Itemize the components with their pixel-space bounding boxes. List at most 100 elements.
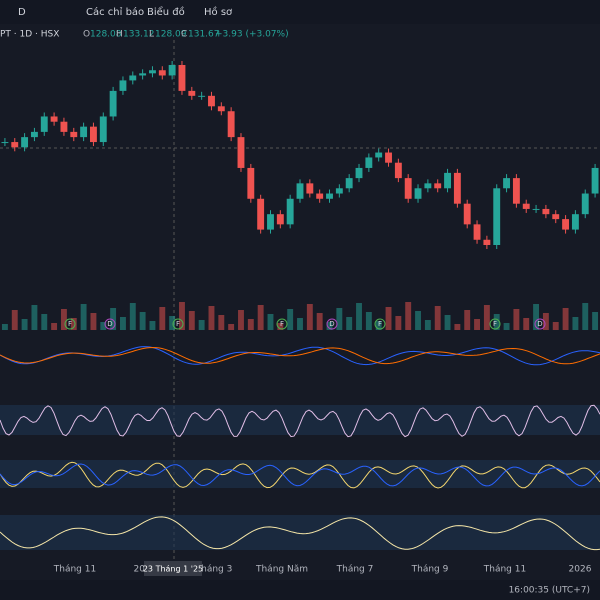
crosshair-label: 23 Tháng 1 '25 <box>143 565 203 574</box>
candle <box>267 214 274 230</box>
volume <box>316 313 323 330</box>
candle <box>424 183 432 189</box>
candle <box>434 183 442 189</box>
high: 133.12 <box>123 30 155 40</box>
candle <box>522 203 530 209</box>
volume <box>503 323 510 330</box>
volume <box>159 307 166 330</box>
volume <box>483 305 490 330</box>
change: +3.93 (+3.07%) <box>215 30 289 40</box>
crosshair-label-bg <box>144 561 202 576</box>
time-label: Tháng 11 <box>483 565 526 575</box>
event-label: F <box>280 320 284 328</box>
o-label: O <box>83 30 90 40</box>
candle <box>119 80 127 91</box>
volume <box>169 316 176 330</box>
volume <box>464 310 471 330</box>
candle <box>571 214 579 230</box>
low: 128.09 <box>155 30 187 40</box>
volume <box>1 324 8 330</box>
indicator-line <box>0 346 600 366</box>
close: 131.67 <box>188 30 220 40</box>
volume <box>375 321 382 330</box>
event-marker <box>326 318 338 330</box>
volume <box>267 314 274 330</box>
volume <box>31 305 38 330</box>
event-marker <box>104 318 116 330</box>
candle <box>11 142 19 148</box>
candle <box>581 193 589 215</box>
event-label: D <box>329 320 334 328</box>
volume <box>257 305 264 330</box>
volume <box>356 303 362 330</box>
osc-band <box>0 515 600 550</box>
symbol: PT · 1D · HSX <box>0 30 59 40</box>
volume <box>424 320 431 330</box>
candle <box>198 95 206 97</box>
candle <box>30 131 38 138</box>
candle <box>385 152 392 163</box>
event-marker <box>172 318 184 330</box>
volume <box>208 306 215 330</box>
indicator-line <box>0 461 600 489</box>
volume <box>228 324 235 330</box>
candle <box>129 75 137 81</box>
candle <box>286 198 294 225</box>
volume <box>60 309 67 330</box>
c-label: C <box>181 30 187 40</box>
interval-button[interactable]: D <box>18 7 26 18</box>
volume <box>493 314 500 330</box>
time-label: 2026 <box>569 565 592 575</box>
candle <box>40 116 48 132</box>
candle <box>444 172 451 189</box>
candle <box>503 178 510 189</box>
volume <box>454 324 461 330</box>
volume <box>395 316 402 330</box>
volume <box>306 304 313 330</box>
candle <box>473 224 481 240</box>
chart-button[interactable]: Biểu đồ <box>147 5 185 18</box>
event-label: F <box>68 320 72 328</box>
volume <box>434 306 441 330</box>
volume <box>513 309 520 330</box>
volume <box>21 319 28 330</box>
candle <box>562 219 570 230</box>
candle <box>1 142 9 144</box>
toolbar <box>0 0 600 24</box>
event-label: F <box>378 320 382 328</box>
volume <box>247 319 254 330</box>
candle <box>375 152 383 158</box>
volume <box>188 311 195 330</box>
indicator-line <box>0 516 600 551</box>
volume <box>582 303 589 330</box>
event-label: F <box>493 320 497 328</box>
candle <box>296 183 304 199</box>
candle <box>237 137 245 168</box>
volume <box>149 321 156 330</box>
volume <box>592 312 599 330</box>
indicator-line <box>0 346 600 365</box>
event-marker <box>534 318 546 330</box>
time-label: Tháng 9 <box>411 565 449 575</box>
bottom-bar <box>0 580 600 600</box>
profile-button[interactable]: Hồ sơ <box>204 6 233 18</box>
volume <box>415 311 421 330</box>
event-marker <box>489 318 501 330</box>
candle <box>247 167 255 199</box>
candle <box>463 203 471 225</box>
volume <box>120 317 126 330</box>
indicator-line <box>0 463 600 487</box>
time-label: Tháng 7 <box>336 565 374 575</box>
volume <box>533 304 540 330</box>
candle <box>109 90 117 117</box>
candle <box>542 208 550 215</box>
candle <box>512 178 520 204</box>
indicators-button[interactable]: Các chỉ báo <box>86 6 144 18</box>
candle <box>326 193 333 199</box>
candle <box>21 137 29 148</box>
candle <box>394 162 402 179</box>
volume <box>297 318 303 330</box>
candle <box>306 183 314 194</box>
volume <box>70 318 77 330</box>
